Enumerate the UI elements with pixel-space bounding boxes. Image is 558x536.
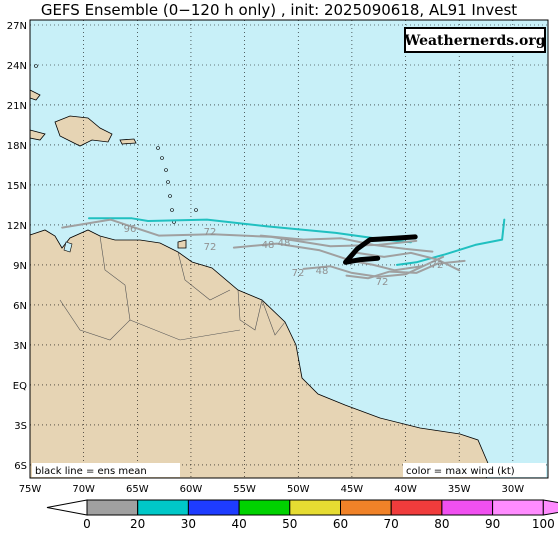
lon-label: 55W: [233, 484, 256, 495]
lat-label: 3S: [14, 421, 27, 432]
colorbar-label: 80: [434, 517, 449, 531]
watermark-box: [404, 27, 546, 53]
colorbar-under: [46, 499, 88, 516]
colorbar-label: 90: [485, 517, 500, 531]
member-track: [396, 218, 506, 266]
lat-label: 6N: [13, 301, 27, 312]
lat-label: 6S: [14, 461, 27, 472]
mean-track: [343, 234, 418, 265]
lat-label: 27N: [7, 21, 27, 32]
colorbar-label: 100: [532, 517, 555, 531]
lat-label: 15N: [7, 181, 27, 192]
land: [29, 89, 491, 479]
lake: [63, 241, 73, 253]
puerto-rico: [119, 138, 137, 145]
lat-label: 12N: [7, 221, 27, 232]
lat-label: 24N: [7, 61, 27, 72]
colorbar-segment: [187, 499, 240, 516]
colorbar-segment: [340, 499, 392, 516]
hour-label: 72: [204, 242, 217, 253]
legend-right: color = max wind (kt): [406, 466, 515, 477]
watermark: Weathernerds.org: [404, 33, 546, 49]
colorbar-segment: [289, 499, 341, 516]
legend-right-box: [403, 463, 546, 477]
title: GEFS Ensemble (0−120 h only) , init: 202…: [41, 1, 517, 19]
colorbar-label: 0: [83, 517, 91, 531]
hour-label: 72: [204, 227, 217, 238]
colorbar-label: 50: [282, 517, 297, 531]
colorbar-over: [542, 499, 558, 516]
lat-label: EQ: [13, 381, 27, 392]
colorbar-label: 70: [384, 517, 399, 531]
member-track: [356, 251, 461, 272]
hour-label: 48: [262, 240, 275, 251]
colorbar-segment: [137, 499, 189, 516]
lon-label: 30W: [502, 484, 525, 495]
member-track: [259, 234, 434, 253]
hour-label: 96: [124, 224, 137, 235]
map-frame: [29, 19, 549, 479]
colorbar-segment: [492, 499, 544, 516]
hour-label: 72: [376, 277, 389, 288]
colorbar-label: 20: [130, 517, 145, 531]
lon-label: 35W: [448, 484, 471, 495]
lon-label: 40W: [394, 484, 417, 495]
lon-label: 70W: [72, 484, 95, 495]
colorbar-label: 30: [181, 517, 196, 531]
member-track: [302, 255, 445, 278]
borders: [59, 235, 286, 341]
hispaniola: [54, 115, 113, 147]
legend-left: black line = ens mean: [35, 466, 147, 477]
legend-left-box: [32, 463, 180, 477]
hour-label: 48: [278, 238, 291, 249]
hour-label: 72: [431, 260, 444, 271]
lat-label: 3N: [13, 341, 27, 352]
colorbar-segment: [238, 499, 291, 516]
colorbar-label: 60: [333, 517, 348, 531]
trinidad: [177, 239, 187, 249]
lat-label: 21N: [7, 101, 27, 112]
hour-label: 48: [316, 266, 329, 277]
colorbar-segment: [86, 499, 139, 516]
south-america: [29, 229, 491, 479]
lat-label: 9N: [13, 261, 27, 272]
lon-label: 45W: [341, 484, 364, 495]
colorbar-segment: [390, 499, 443, 516]
lon-label: 75W: [19, 484, 42, 495]
member-track: [345, 259, 466, 280]
colorbar-label: 40: [231, 517, 246, 531]
colorbar-segment: [441, 499, 494, 516]
hour-label: 72: [292, 268, 305, 279]
lon-label: 50W: [287, 484, 310, 495]
lon-label: 60W: [180, 484, 203, 495]
lat-label: 18N: [7, 141, 27, 152]
lon-label: 65W: [126, 484, 149, 495]
